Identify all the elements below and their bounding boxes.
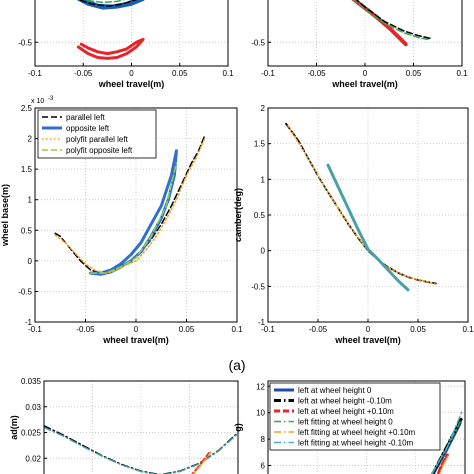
y-tick-label: 1.5 [254, 140, 266, 149]
legend-entry: left at wheel height +0.10m [298, 407, 394, 416]
series-line-2 [353, 0, 429, 41]
x-tick-label: 0.05 [406, 69, 422, 78]
series-line-3 [77, 0, 138, 7]
y-tick-label: 12 [256, 382, 265, 391]
x-axis-label: wheel travel(m) [334, 335, 401, 345]
series-group [54, 134, 206, 276]
axes-frame [267, 380, 466, 474]
series-group [285, 122, 437, 292]
y-tick-label: -1 [258, 318, 266, 327]
y-tick-label: 8 [261, 435, 266, 444]
x-tick-label: 0.05 [179, 325, 195, 334]
y-tick-label: 0 [28, 257, 33, 266]
y-scale-exponent: -3 [48, 96, 54, 102]
y-tick-label: 6 [261, 462, 266, 471]
x-tick-label: 0.05 [172, 69, 188, 78]
x-tick-label: 0.1 [231, 325, 243, 334]
y-tick-label: -0.5 [251, 38, 265, 47]
y-tick-label: -0.5 [251, 282, 265, 291]
x-tick-label: 0.1 [456, 69, 468, 78]
x-axis-label: wheel travel(m) [102, 335, 169, 345]
series-line-3 [436, 453, 449, 474]
series-line-3 [355, 0, 432, 40]
x-tick-label: -0.05 [309, 325, 328, 334]
y-tick-label: 0.02 [25, 454, 41, 463]
x-tick-label: 0 [129, 69, 134, 78]
x-tick-label: 0 [366, 325, 371, 334]
chart-panel-3: -0.1 -0.05 0 0.05 0.1 2.5 2 1.5 1 0.5 0 -0.5 -1 wheel… [0, 96, 243, 345]
legend-entry: left fitting at wheel height -0.10m [298, 439, 414, 448]
y-tick-label: 2 [28, 135, 33, 144]
y-axis-label: wheel base(m) [0, 184, 10, 247]
chart-panel-5: 0.035 0.03 0.025 0.02 ad(m) [9, 377, 239, 474]
plot-area [44, 381, 238, 474]
y-tick-label: 2.5 [21, 104, 33, 113]
y-tick-label: 1 [261, 175, 266, 184]
x-tick-label: 0.1 [222, 69, 234, 78]
legend-entry: polyfit opposite left [66, 146, 133, 155]
legend-entry: left at wheel height -0.10m [298, 397, 392, 406]
y-tick-label: 0.03 [25, 403, 41, 412]
series-line-4 [192, 451, 212, 474]
y-tick-label: 1 [28, 196, 33, 205]
y-tick-label: 0.025 [21, 429, 42, 438]
y-tick-label: 0.035 [21, 377, 42, 386]
y-tick-label: -0.5 [18, 287, 32, 296]
x-tick-label: -0.1 [261, 325, 275, 334]
y-tick-label: -0.5 [18, 38, 32, 47]
y-axis-label: camber(deg) [233, 188, 243, 242]
legend-entry: opposite left [66, 124, 110, 133]
series-group [76, 0, 145, 60]
x-tick-label: -0.1 [261, 69, 275, 78]
y-tick-label: 2 [261, 104, 266, 113]
series-line-4 [89, 162, 178, 274]
legend-entry: left fitting at wheel height 0 [298, 418, 393, 427]
legend-entry: left fitting at wheel height +0.10m [298, 428, 416, 437]
series-line-6 [431, 410, 463, 474]
x-axis-label: wheel travel(m) [98, 79, 165, 89]
legend: parallel left opposite left polyfit parall… [37, 109, 157, 159]
series-line-3 [326, 163, 410, 292]
y-tick-label: 0 [261, 247, 266, 256]
x-tick-label: 0.1 [462, 325, 474, 334]
y-axis-label: ad(m) [9, 415, 19, 440]
legend-entry: left at wheel height 0 [298, 386, 372, 395]
y-tick-label: 0.5 [21, 226, 33, 235]
series-line-3 [54, 137, 206, 274]
y-axis-label: g) [233, 423, 243, 432]
y-tick-label: -1 [25, 318, 33, 327]
x-tick-label: 0 [363, 69, 368, 78]
y-scale-label: x 10 [31, 98, 44, 105]
legend-box [269, 382, 441, 451]
x-tick-label: 0 [134, 325, 139, 334]
x-tick-label: 0.05 [410, 325, 426, 334]
y-tick-label: 1.5 [21, 165, 33, 174]
legend-entry: polyfit parallel left [66, 135, 129, 144]
x-tick-label: -0.05 [76, 325, 95, 334]
x-tick-label: -0.1 [28, 325, 42, 334]
x-axis-label: wheel travel(m) [331, 79, 398, 89]
legend: left at wheel height 0 left at wheel heig… [269, 382, 441, 451]
y-tick-label: 0.5 [254, 211, 266, 220]
series-line-1 [76, 37, 145, 60]
y-tick-label: 10 [256, 409, 265, 418]
legend-entry: parallel left [66, 113, 105, 122]
chart-panel-4: -0.1 -0.05 0 0.05 0.1 2 1.5 1 0.5 0 -0.5 -1 wheel tr… [233, 104, 474, 345]
series-group [430, 410, 463, 474]
x-tick-label: -0.05 [307, 69, 326, 78]
legend-box [37, 109, 157, 159]
x-tick-label: -0.1 [28, 69, 42, 78]
x-tick-label: -0.05 [74, 69, 93, 78]
series-group [351, 0, 432, 47]
series-line-5 [438, 452, 450, 474]
chart-panel-2: -0.1 -0.05 0 0.05 0.1 -0.5 wheel travel(m) [251, 0, 468, 89]
panel-label: (a) [228, 357, 246, 373]
series-line-4 [83, 0, 126, 4]
